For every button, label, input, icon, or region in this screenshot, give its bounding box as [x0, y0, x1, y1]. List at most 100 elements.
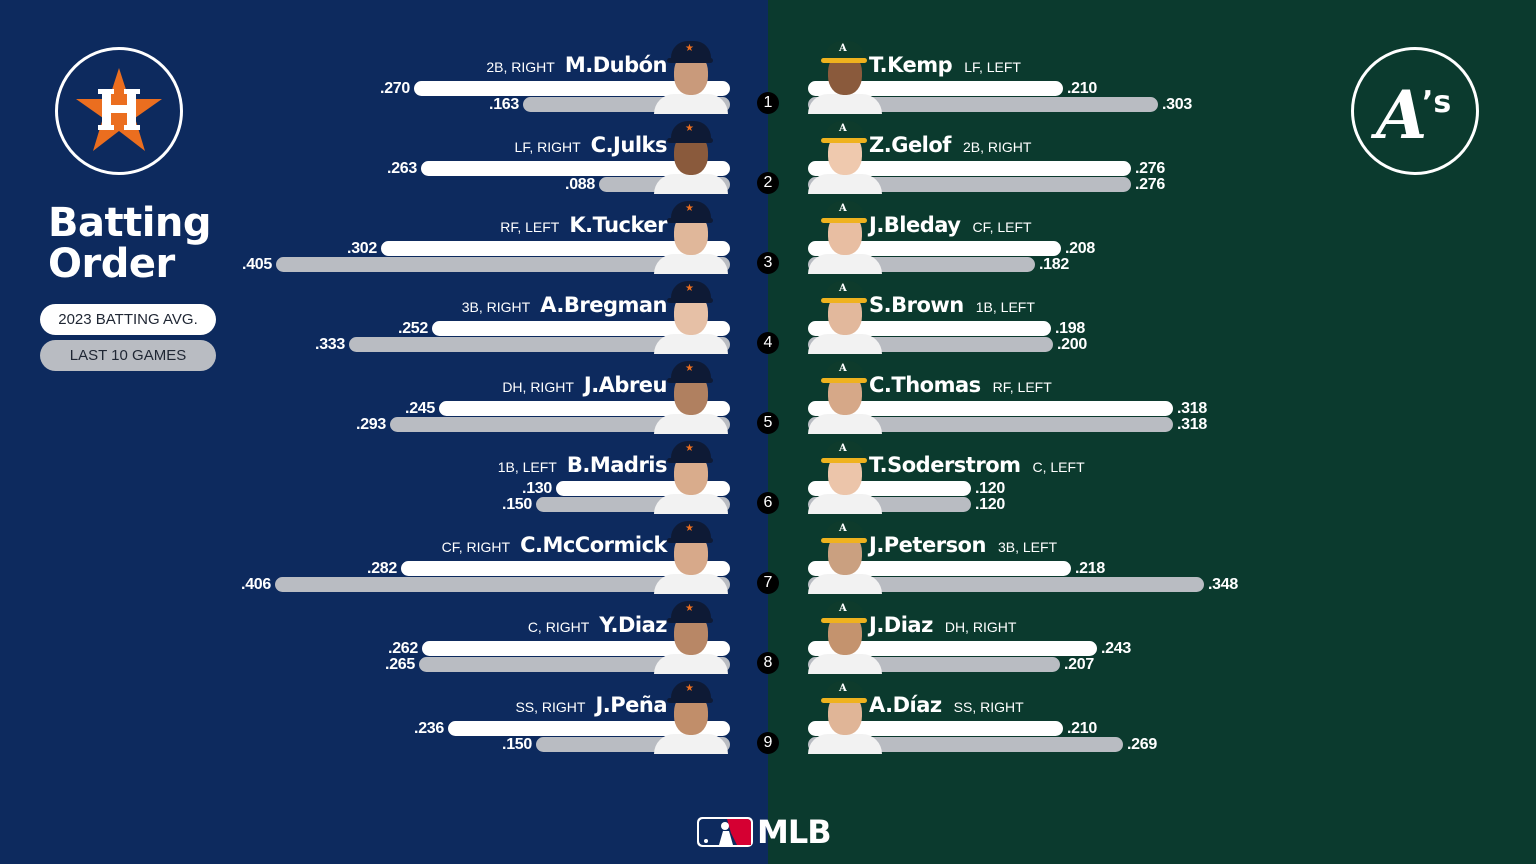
astros-player-label: CF, RIGHT C.McCormick: [441, 532, 668, 558]
lineup-row: .245 .293 DH, RIGHT J.Abreu ★ 5 .318 .31…: [0, 359, 1536, 439]
athletics-player-position: DH, RIGHT: [944, 619, 1017, 635]
athletics-season-avg-bar: [808, 161, 1131, 176]
astros-season-avg-value: .282: [367, 560, 397, 577]
athletics-player-name: J.Peterson: [869, 533, 986, 557]
astros-player-photo: ★: [652, 119, 730, 194]
astros-last10-bar: [390, 417, 730, 432]
athletics-season-avg-bar: [808, 641, 1097, 656]
batting-order-number: 8: [757, 652, 779, 674]
lineup-row: .130 .150 1B, LEFT B.Madris ★ 6 .120 .12…: [0, 439, 1536, 519]
athletics-player-label: A.Díaz SS, RIGHT: [869, 692, 1024, 718]
astros-player-name: C.Julks: [590, 133, 668, 157]
athletics-cap-logo-icon: A: [839, 443, 847, 454]
athletics-player-position: RF, LEFT: [992, 379, 1052, 395]
astros-season-avg-bar: [422, 641, 730, 656]
astros-player-photo: ★: [652, 279, 730, 354]
astros-player-label: 2B, RIGHT M.Dubón: [486, 52, 667, 78]
athletics-last10-value: .120: [975, 496, 1005, 513]
athletics-last10-value: .182: [1039, 256, 1069, 273]
athletics-player-name: C.Thomas: [869, 373, 981, 397]
athletics-season-avg-bar: [808, 81, 1063, 96]
batting-order-number: 3: [757, 252, 779, 274]
athletics-season-avg-value: .198: [1055, 320, 1085, 337]
athletics-player-photo: A: [806, 439, 884, 514]
athletics-last10-bar: [808, 97, 1158, 112]
astros-player-position: CF, RIGHT: [441, 539, 511, 555]
athletics-player-label: Z.Gelof 2B, RIGHT: [869, 132, 1031, 158]
astros-player-name: M.Dubón: [564, 53, 668, 77]
athletics-cap-logo-icon: A: [839, 123, 847, 134]
astros-player-label: DH, RIGHT J.Abreu: [502, 372, 667, 398]
athletics-cap-logo-icon: A: [839, 203, 847, 214]
athletics-player-position: LF, LEFT: [964, 59, 1021, 75]
astros-player-photo: ★: [652, 359, 730, 434]
athletics-player-name: J.Diaz: [869, 613, 933, 637]
astros-player-label: 1B, LEFT B.Madris: [498, 452, 668, 478]
lineup-row: .270 .163 2B, RIGHT M.Dubón ★ 1 .210 .30…: [0, 39, 1536, 119]
astros-season-avg-bar: [421, 161, 730, 176]
astros-player-name: C.McCormick: [520, 533, 667, 557]
athletics-last10-value: .318: [1177, 416, 1207, 433]
astros-logo-icon: [55, 47, 183, 175]
astros-player-position: RF, LEFT: [500, 219, 560, 235]
athletics-season-avg-bar: [808, 401, 1173, 416]
astros-player-position: C, RIGHT: [527, 619, 590, 635]
astros-last10-value: .406: [241, 576, 271, 593]
mlb-wordmark: MLB: [757, 813, 832, 851]
athletics-player-name: J.Bleday: [869, 213, 961, 237]
astros-cap-logo-icon: ★: [685, 283, 694, 294]
athletics-season-avg-bar: [808, 321, 1051, 336]
athletics-player-photo: A: [806, 39, 884, 114]
astros-season-avg-value: .262: [388, 640, 418, 657]
athletics-player-position: 3B, LEFT: [997, 539, 1058, 555]
astros-player-label: SS, RIGHT J.Peña: [515, 692, 667, 718]
athletics-player-label: T.Kemp LF, LEFT: [869, 52, 1021, 78]
astros-player-position: 2B, RIGHT: [486, 59, 555, 75]
athletics-player-photo: A: [806, 199, 884, 274]
astros-last10-bar: [276, 257, 730, 272]
astros-player-photo: ★: [652, 519, 730, 594]
athletics-cap-logo-icon: A: [839, 523, 847, 534]
athletics-season-avg-value: .243: [1101, 640, 1131, 657]
astros-player-name: J.Peña: [595, 693, 667, 717]
legend-last-10-games: LAST 10 GAMES: [40, 340, 216, 371]
lineup-row: .282 .406 CF, RIGHT C.McCormick ★ 7 .218…: [0, 519, 1536, 599]
svg-text:’s: ’s: [1422, 85, 1451, 120]
astros-cap-logo-icon: ★: [685, 363, 694, 374]
astros-last10-value: .333: [315, 336, 345, 353]
astros-player-name: Y.Diaz: [599, 613, 667, 637]
astros-cap-logo-icon: ★: [685, 123, 694, 134]
astros-player-name: K.Tucker: [569, 213, 667, 237]
astros-season-avg-value: .130: [522, 480, 552, 497]
athletics-last10-value: .276: [1135, 176, 1165, 193]
athletics-player-position: CF, LEFT: [972, 219, 1032, 235]
astros-season-avg-bar: [401, 561, 730, 576]
athletics-player-photo: A: [806, 359, 884, 434]
athletics-season-avg-value: .210: [1067, 720, 1097, 737]
astros-player-label: LF, RIGHT C.Julks: [515, 132, 668, 158]
athletics-player-name: T.Kemp: [869, 53, 953, 77]
astros-season-avg-value: .245: [405, 400, 435, 417]
title-line-1: Batting: [48, 200, 212, 246]
athletics-player-photo: A: [806, 119, 884, 194]
athletics-logo-icon: A ’s: [1351, 47, 1479, 175]
athletics-last10-bar: [808, 737, 1123, 752]
athletics-last10-value: .348: [1208, 576, 1238, 593]
athletics-player-position: 2B, RIGHT: [962, 139, 1032, 155]
astros-last10-value: .163: [489, 96, 519, 113]
athletics-last10-bar: [808, 577, 1204, 592]
astros-last10-value: .293: [356, 416, 386, 433]
astros-player-name: J.Abreu: [583, 373, 668, 397]
astros-last10-value: .405: [242, 256, 272, 273]
svg-text:A: A: [1370, 76, 1427, 154]
batting-order-number: 6: [757, 492, 779, 514]
athletics-season-avg-bar: [808, 721, 1063, 736]
athletics-player-position: C, LEFT: [1032, 459, 1085, 475]
athletics-last10-bar: [808, 417, 1173, 432]
athletics-cap-logo-icon: A: [839, 43, 847, 54]
athletics-player-name: A.Díaz: [869, 693, 942, 717]
athletics-cap-logo-icon: A: [839, 603, 847, 614]
athletics-season-avg-value: .218: [1075, 560, 1105, 577]
astros-season-avg-bar: [439, 401, 730, 416]
astros-season-avg-value: .236: [414, 720, 444, 737]
